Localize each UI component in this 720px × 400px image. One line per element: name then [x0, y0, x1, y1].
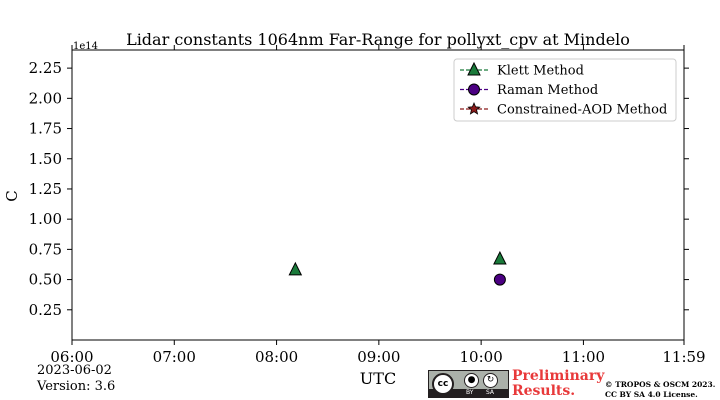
legend-label: Raman Method — [497, 83, 598, 98]
legend: Klett Method Raman Method Constrained-AOD … — [453, 58, 677, 122]
data-markers — [288, 250, 507, 286]
by-person-icon: ● — [464, 373, 479, 388]
y-offset-text: 1e14 — [73, 41, 98, 52]
y-tick-label: 1.25 — [29, 180, 62, 198]
chart-title: Lidar constants 1064nm Far-Range for pol… — [126, 30, 630, 49]
y-tick-label: 1.75 — [29, 120, 62, 138]
x-tick-label: 07:00 — [153, 348, 196, 366]
y-tick-label: 0.50 — [29, 271, 62, 289]
legend-label: Klett Method — [497, 64, 584, 79]
cc-license-badge: cc ● ↻ BY SA — [428, 370, 509, 398]
data-point-triangle — [288, 261, 303, 276]
x-tick-label: 11:00 — [562, 348, 605, 366]
y-tick-label: 2.00 — [29, 89, 62, 107]
y-tick-label: 0.25 — [29, 301, 62, 319]
x-tick-label: 09:00 — [357, 348, 400, 366]
x-tick-label: 06:00 — [50, 348, 93, 366]
legend-label: Constrained-AOD Method — [497, 103, 667, 118]
preliminary-text-line1: Preliminary — [512, 368, 605, 384]
legend-marker-triangle — [467, 61, 481, 76]
y-axis-label: C — [3, 190, 21, 201]
legend-box — [453, 58, 677, 122]
x-axis-label: UTC — [360, 369, 396, 388]
x-tick-label: 11:59 — [662, 348, 705, 366]
footer-date: 2023-06-02 — [37, 363, 112, 378]
data-point-circle — [493, 273, 506, 286]
cc-logo-icon: cc — [432, 373, 454, 395]
legend-marker-circle — [468, 83, 480, 96]
y-tick-label: 1.00 — [29, 210, 62, 228]
plot-frame — [71, 49, 685, 341]
legend-marker-star — [467, 101, 481, 115]
copyright-line2: CC BY SA 4.0 License. — [605, 390, 698, 399]
copyright-line1: © TROPOS & OSCM 2023. — [605, 380, 716, 389]
y-tick-label: 2.25 — [29, 59, 62, 77]
data-point-triangle — [493, 250, 507, 265]
preliminary-text-line2: Results. — [512, 383, 576, 399]
badge-by-text: BY — [466, 389, 474, 396]
sa-share-icon: ↻ — [483, 373, 498, 388]
x-tick-label: 08:00 — [255, 348, 298, 366]
footer-version: Version: 3.6 — [37, 379, 116, 394]
x-tick-label: 10:00 — [460, 348, 503, 366]
y-tick-label: 0.75 — [29, 240, 62, 258]
y-axis-ticks: 0.25 0.50 0.75 1.00 1.25 1.50 1.75 2.00 2.25 — [29, 59, 689, 319]
x-axis-ticks: 06:00 07:00 08:00 09:00 10:00 11:00 11:59 — [50, 45, 706, 366]
y-tick-label: 1.50 — [29, 150, 62, 168]
badge-sa-text: SA — [486, 389, 495, 396]
